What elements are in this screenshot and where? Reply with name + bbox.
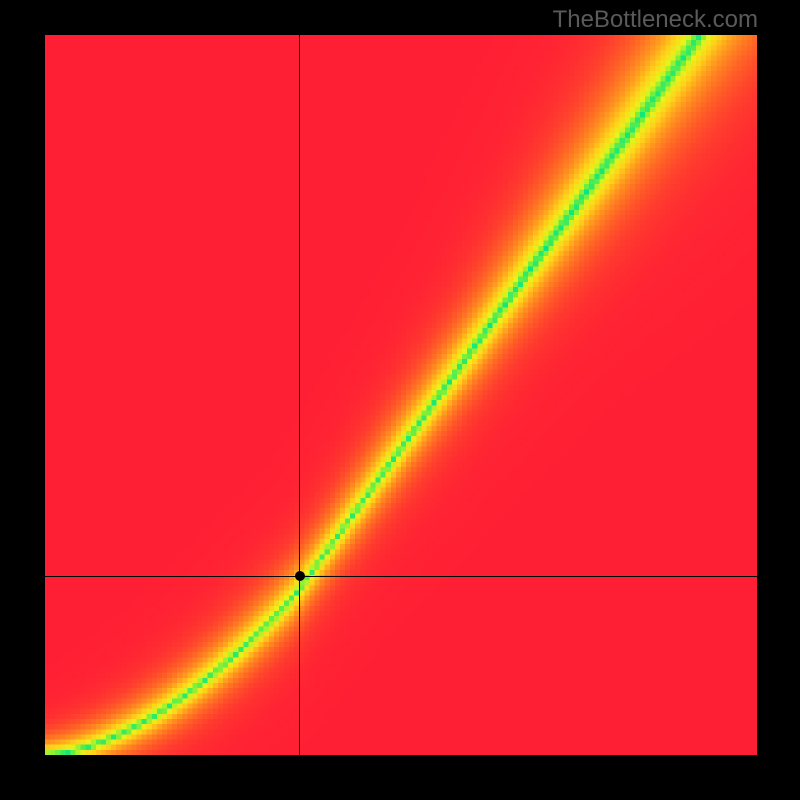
bottleneck-heatmap (45, 35, 757, 755)
crosshair-horizontal (45, 576, 757, 577)
chart-container: TheBottleneck.com (0, 0, 800, 800)
crosshair-vertical (299, 35, 300, 755)
crosshair-marker (295, 571, 305, 581)
watermark-label: TheBottleneck.com (553, 6, 758, 34)
